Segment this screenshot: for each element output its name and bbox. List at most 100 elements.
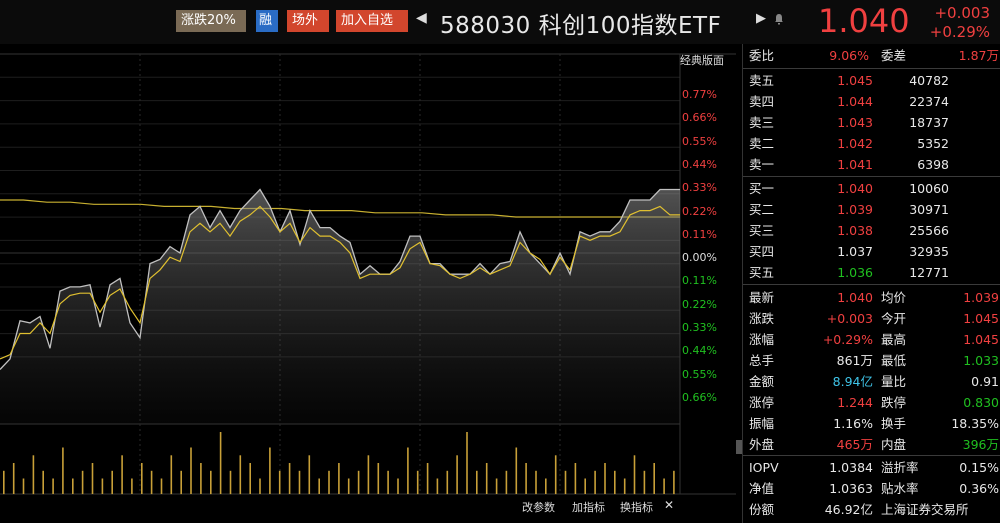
stat-value: +0.003 — [826, 311, 873, 326]
volume-bar — [436, 478, 439, 494]
stat-value: 0.830 — [963, 395, 999, 410]
add-indicator-button[interactable]: 加指标 — [572, 501, 605, 514]
stat-row[interactable]: 外盘 465万 内盘 396万 — [749, 435, 999, 455]
edit-params-button[interactable]: 改参数 — [522, 501, 555, 514]
fund-stat-row[interactable]: 净值 1.0363 贴水率 0.36% — [749, 479, 999, 499]
bid-volume: 10060 — [909, 181, 949, 196]
bid-level-label: 买四 — [749, 244, 775, 259]
ask-volume: 18737 — [909, 115, 949, 130]
fund-stat-label: 份额 — [749, 502, 775, 517]
bid-level-label: 买三 — [749, 223, 775, 238]
stat-row[interactable]: 涨幅 +0.29% 最高 1.045 — [749, 330, 999, 350]
bid-row[interactable]: 买三 1.038 25566 — [749, 221, 999, 241]
volume-bar — [308, 455, 311, 495]
stat-value: 1.244 — [837, 395, 873, 410]
volume-bar — [614, 470, 616, 495]
ask-row[interactable]: 卖三 1.043 18737 — [749, 113, 999, 133]
volume-bar — [12, 463, 15, 494]
volume-bar — [564, 470, 567, 495]
price-limit-tag: 涨跌20% — [176, 10, 246, 32]
ask-row[interactable]: 卖五 1.045 40782 — [749, 71, 999, 91]
margin-trading-tag: 融 — [256, 10, 278, 32]
percent-axis-zero: 0.00% — [682, 251, 717, 265]
bid-row[interactable]: 买二 1.039 30971 — [749, 200, 999, 220]
otc-fund-button[interactable]: 场外 — [287, 10, 329, 32]
divider — [743, 284, 1000, 285]
bid-row[interactable]: 买一 1.040 10060 — [749, 179, 999, 199]
volume-bar — [545, 478, 547, 494]
stat-row[interactable]: 总手 861万 最低 1.033 — [749, 351, 999, 371]
volume-bar — [446, 470, 449, 495]
switch-indicator-button[interactable]: 换指标 — [620, 501, 653, 514]
volume-bar — [633, 455, 636, 495]
ask-level-label: 卖一 — [749, 157, 775, 172]
ask-row[interactable]: 卖四 1.044 22374 — [749, 92, 999, 112]
ask-volume: 40782 — [909, 73, 949, 88]
stat-value: 8.94亿 — [832, 374, 873, 389]
stat-row[interactable]: 金额 8.94亿 量比 0.91 — [749, 372, 999, 392]
stat-label: 涨幅 — [749, 332, 775, 347]
quote-header: 涨跌20% 融 场外 加入自选 ◀ 588030 科创100指数ETF ▶ 1.… — [0, 0, 1000, 44]
volume-bar — [377, 463, 380, 494]
volume-bar — [604, 463, 606, 494]
intraday-chart-canvas[interactable] — [0, 44, 736, 523]
intraday-chart[interactable]: 经典版面 0.77% 0.66% 0.55% 0.44% 0.33% 0.22% 0.11%… — [0, 44, 736, 523]
stat-value: 1.16% — [833, 416, 873, 431]
stat-value: 1.045 — [963, 311, 999, 326]
alert-bell-icon[interactable] — [774, 13, 784, 25]
volume-bar — [278, 470, 281, 495]
bid-volume: 25566 — [909, 223, 949, 238]
last-price: 1.040 — [818, 2, 910, 40]
stat-label: 内盘 — [881, 437, 907, 452]
stat-label: 涨跌 — [749, 311, 775, 326]
ask-row[interactable]: 卖一 1.041 6398 — [749, 155, 999, 175]
stat-value: +0.29% — [822, 332, 873, 347]
fund-stat-row[interactable]: IOPV 1.0384 溢折率 0.15% — [749, 458, 999, 478]
ask-row[interactable]: 卖二 1.042 5352 — [749, 134, 999, 154]
volume-bar — [180, 470, 182, 495]
bid-volume: 12771 — [909, 265, 949, 280]
divider — [743, 455, 1000, 456]
add-to-watchlist-button[interactable]: 加入自选 — [336, 10, 408, 32]
stat-value: 18.35% — [951, 416, 999, 431]
price-line — [0, 188, 680, 370]
volume-bar — [426, 463, 429, 494]
volume-bar — [200, 463, 202, 494]
stat-row[interactable]: 涨停 1.244 跌停 0.830 — [749, 393, 999, 413]
volume-bar — [62, 447, 64, 494]
percent-axis-label: 0.55% — [682, 367, 717, 381]
prev-security-icon[interactable]: ◀ — [416, 10, 427, 26]
volume-bar — [3, 470, 5, 495]
stat-row[interactable]: 涨跌 +0.003 今开 1.045 — [749, 309, 999, 329]
stat-row[interactable]: 最新 1.040 均价 1.039 — [749, 288, 999, 308]
stat-value: 1.045 — [963, 332, 999, 347]
classic-layout-button[interactable]: 经典版面 — [680, 54, 724, 67]
close-indicator-icon[interactable]: ✕ — [664, 498, 675, 512]
ask-level-label: 卖三 — [749, 115, 775, 130]
stat-row[interactable]: 振幅 1.16% 换手 18.35% — [749, 414, 999, 434]
volume-bar — [515, 447, 518, 494]
ask-level-label: 卖四 — [749, 94, 775, 109]
average-price-line — [0, 205, 680, 360]
percent-axis-label: 0.33% — [682, 181, 717, 195]
weibi-label: 委比 — [749, 48, 775, 63]
percent-axis-label: 0.66% — [682, 111, 717, 125]
panel-collapse-handle[interactable] — [736, 440, 742, 454]
fund-stat-value: 46.92亿 — [824, 502, 873, 517]
next-security-icon[interactable]: ▶ — [756, 11, 766, 26]
fund-stat-row[interactable]: 份额 46.92亿 上海证券交易所 — [749, 500, 999, 520]
volume-bar — [495, 478, 498, 494]
volume-bar — [190, 447, 192, 494]
fund-stat-value: 1.0384 — [829, 460, 873, 475]
ask-price: 1.042 — [837, 136, 873, 151]
volume-bar — [416, 470, 419, 495]
bid-row[interactable]: 买四 1.037 32935 — [749, 242, 999, 262]
stat-value: 1.033 — [963, 353, 999, 368]
stat-label: 振幅 — [749, 416, 775, 431]
volume-bar — [357, 470, 360, 495]
ask-volume: 22374 — [909, 94, 949, 109]
bid-row[interactable]: 买五 1.036 12771 — [749, 263, 999, 283]
bid-price: 1.039 — [837, 202, 873, 217]
price-area — [0, 189, 680, 424]
bid-level-label: 买二 — [749, 202, 775, 217]
